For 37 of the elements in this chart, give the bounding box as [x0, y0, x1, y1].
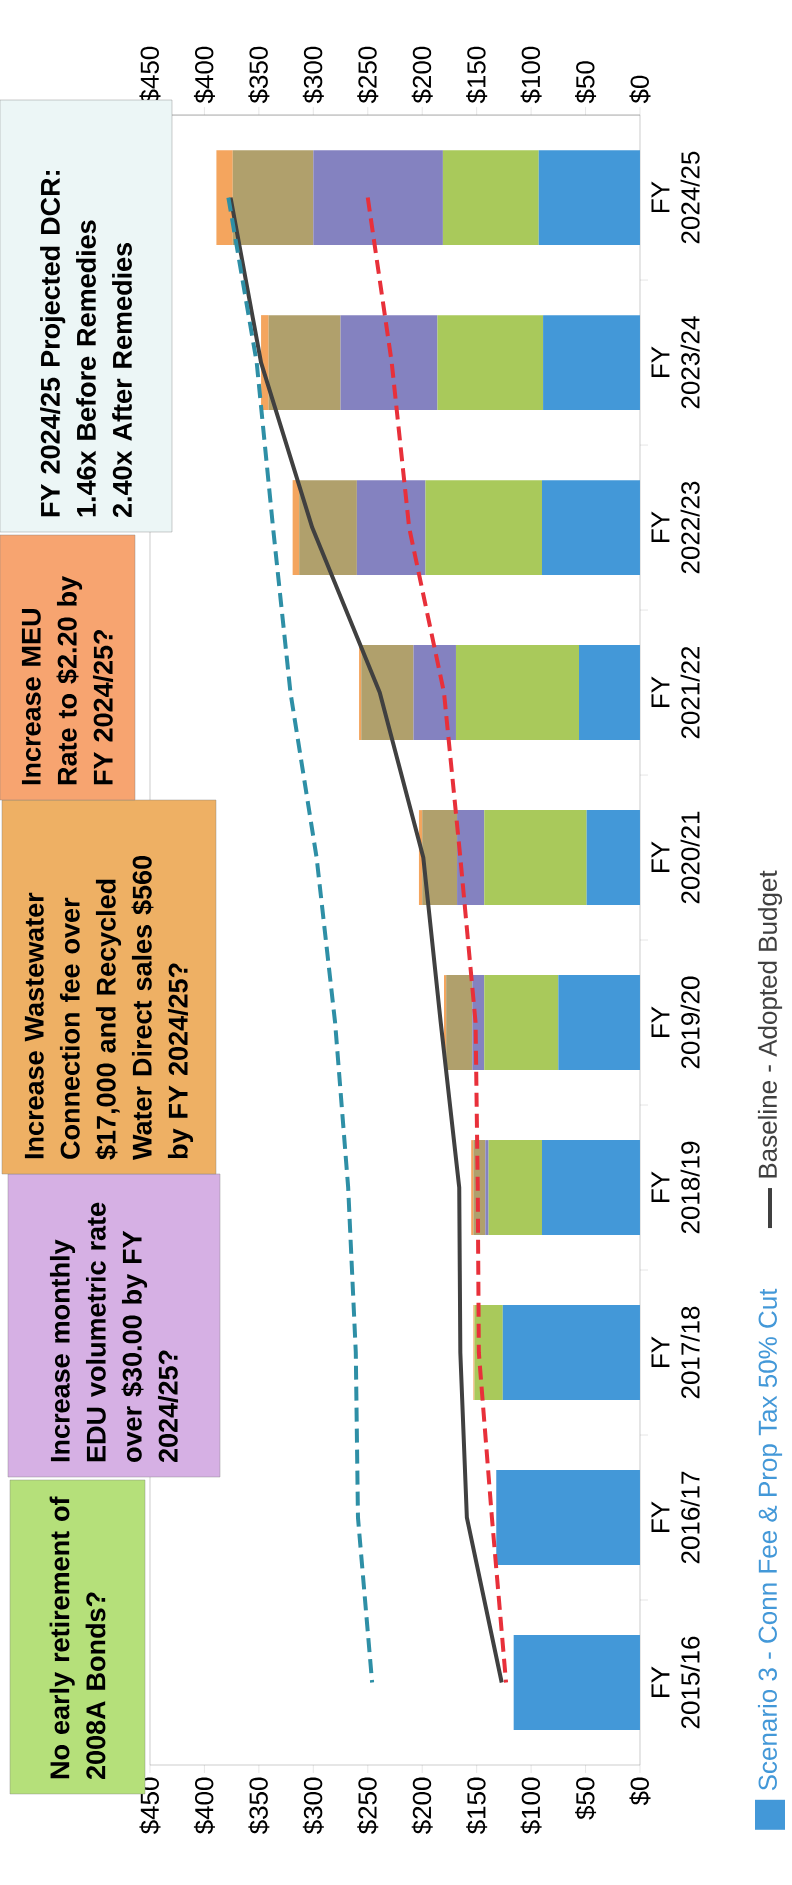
- annotation: Increase monthly EDU volumetric rate over $30.00 by FY 2024/25?: [49, 1202, 179, 1463]
- text: No early retirement of 2008A Bonds?: [49, 1496, 106, 1780]
- y-tick-label: FY 2020/21: [651, 811, 700, 904]
- y-tick-label: FY 2023/24: [651, 316, 700, 409]
- text: Baseline - Adopted Budget: [757, 870, 783, 1178]
- x-tick-label: $300: [302, 46, 324, 104]
- annotation: Increase Wastewater Connection fee over $17,000 and Recycled Water Direct sales $560 by FY 2024/25?: [24, 855, 194, 1160]
- x-tick-label: $100: [520, 46, 542, 104]
- y-tick-label: FY 2015/16: [651, 1636, 700, 1729]
- x-tick-label: $50: [575, 61, 597, 104]
- x-tick-label: $0: [629, 75, 651, 104]
- x2-tick-label: $350: [248, 1777, 270, 1835]
- x-tick-label: $200: [411, 46, 433, 104]
- y-tick-label: FY 2018/19: [651, 1141, 700, 1234]
- x2-tick-label: $200: [411, 1777, 433, 1835]
- x-tick-label: $150: [466, 46, 488, 104]
- y-tick-label: FY 2022/23: [651, 481, 700, 574]
- text: Scenario 3 - Conn Fee & Prop Tax 50% Cut: [757, 1288, 783, 1791]
- text: 2.40x After Remedies: [112, 243, 132, 518]
- text: 1.46x Before Remedies: [76, 220, 96, 517]
- x2-tick-label: $100: [520, 1777, 542, 1835]
- x-tick-label: $350: [248, 46, 270, 104]
- x2-tick-label: $300: [302, 1777, 324, 1835]
- x2-tick-label: $50: [575, 1777, 597, 1820]
- x2-tick-label: $250: [357, 1777, 379, 1835]
- y-tick-label: FY 2021/22: [651, 646, 700, 739]
- text: FY 2024/25 Projected DCR:: [40, 171, 66, 517]
- text: Increase MEU Rate to $2.20 by FY 2024/25?: [21, 576, 114, 785]
- y-tick-label: FY 2024/25: [651, 151, 700, 244]
- x-tick-label: $400: [193, 46, 215, 104]
- x2-tick-label: $400: [193, 1777, 215, 1835]
- y-tick-label: FY 2016/17: [651, 1471, 700, 1564]
- x2-tick-label: $0: [629, 1777, 651, 1806]
- x-tick-label: $250: [357, 46, 379, 104]
- y-tick-label: FY 2019/20: [651, 976, 700, 1069]
- y-tick-label: FY 2017/18: [651, 1306, 700, 1399]
- x2-tick-label: $150: [466, 1777, 488, 1835]
